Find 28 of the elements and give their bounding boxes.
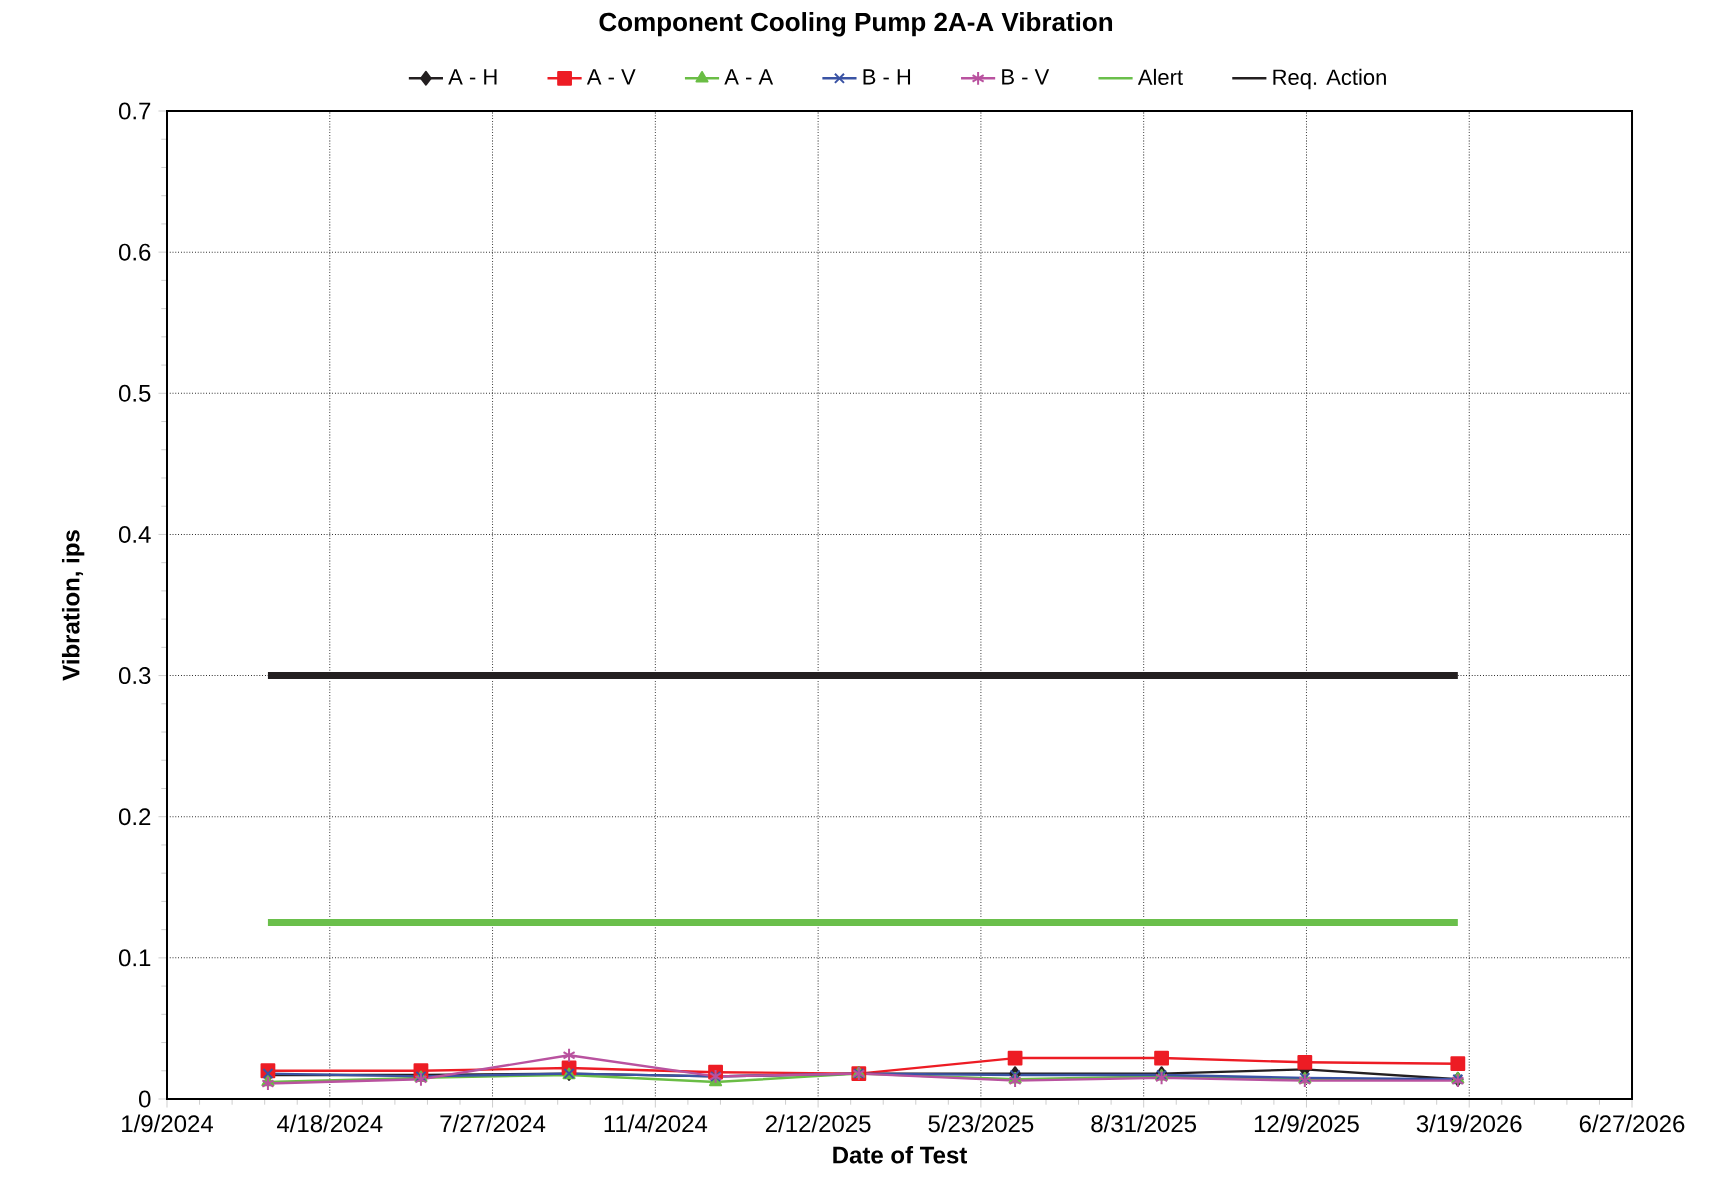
x-tick-label: 4/18/2024 xyxy=(276,1114,383,1133)
y-tick-label: 0.4 xyxy=(118,525,151,543)
x-tick-label: 1/9/2024 xyxy=(122,1114,213,1133)
x-axis-title: Date of Test xyxy=(833,1145,967,1164)
x-tick-label: 7/27/2024 xyxy=(440,1114,546,1133)
legend-label: B - H xyxy=(863,69,911,85)
legend-label: B - V xyxy=(1002,69,1050,85)
y-tick-label: 0.1 xyxy=(118,949,151,967)
legend-label: A - A xyxy=(724,69,774,85)
y-tick-label: 0 xyxy=(139,1090,151,1108)
y-tick-label: 0.7 xyxy=(118,102,151,120)
legend-label: A - H xyxy=(448,69,497,85)
chart-title: Component Cooling Pump 2A-A Vibration xyxy=(599,12,1113,37)
x-tick-label: 5/23/2025 xyxy=(928,1114,1034,1133)
y-tick-label: 0.3 xyxy=(118,667,151,685)
legend-label: Req. Action xyxy=(1273,68,1386,90)
legend-label: A - V xyxy=(586,69,636,85)
x-tick-label: 11/4/2024 xyxy=(604,1114,708,1133)
x-tick-label: 12/9/2025 xyxy=(1254,1114,1359,1133)
x-tick-label: 3/19/2026 xyxy=(1416,1114,1522,1133)
y-tick-label: 0.6 xyxy=(118,243,151,261)
legend-label: Alert xyxy=(1137,68,1183,86)
x-tick-label: 6/27/2026 xyxy=(1579,1114,1685,1133)
y-tick-label: 0.2 xyxy=(118,808,151,826)
y-axis-title: Vibration, ips xyxy=(61,530,85,681)
x-tick-label: 8/31/2025 xyxy=(1091,1114,1197,1133)
x-tick-label: 2/12/2025 xyxy=(765,1114,871,1133)
y-tick-label: 0.5 xyxy=(118,384,151,402)
